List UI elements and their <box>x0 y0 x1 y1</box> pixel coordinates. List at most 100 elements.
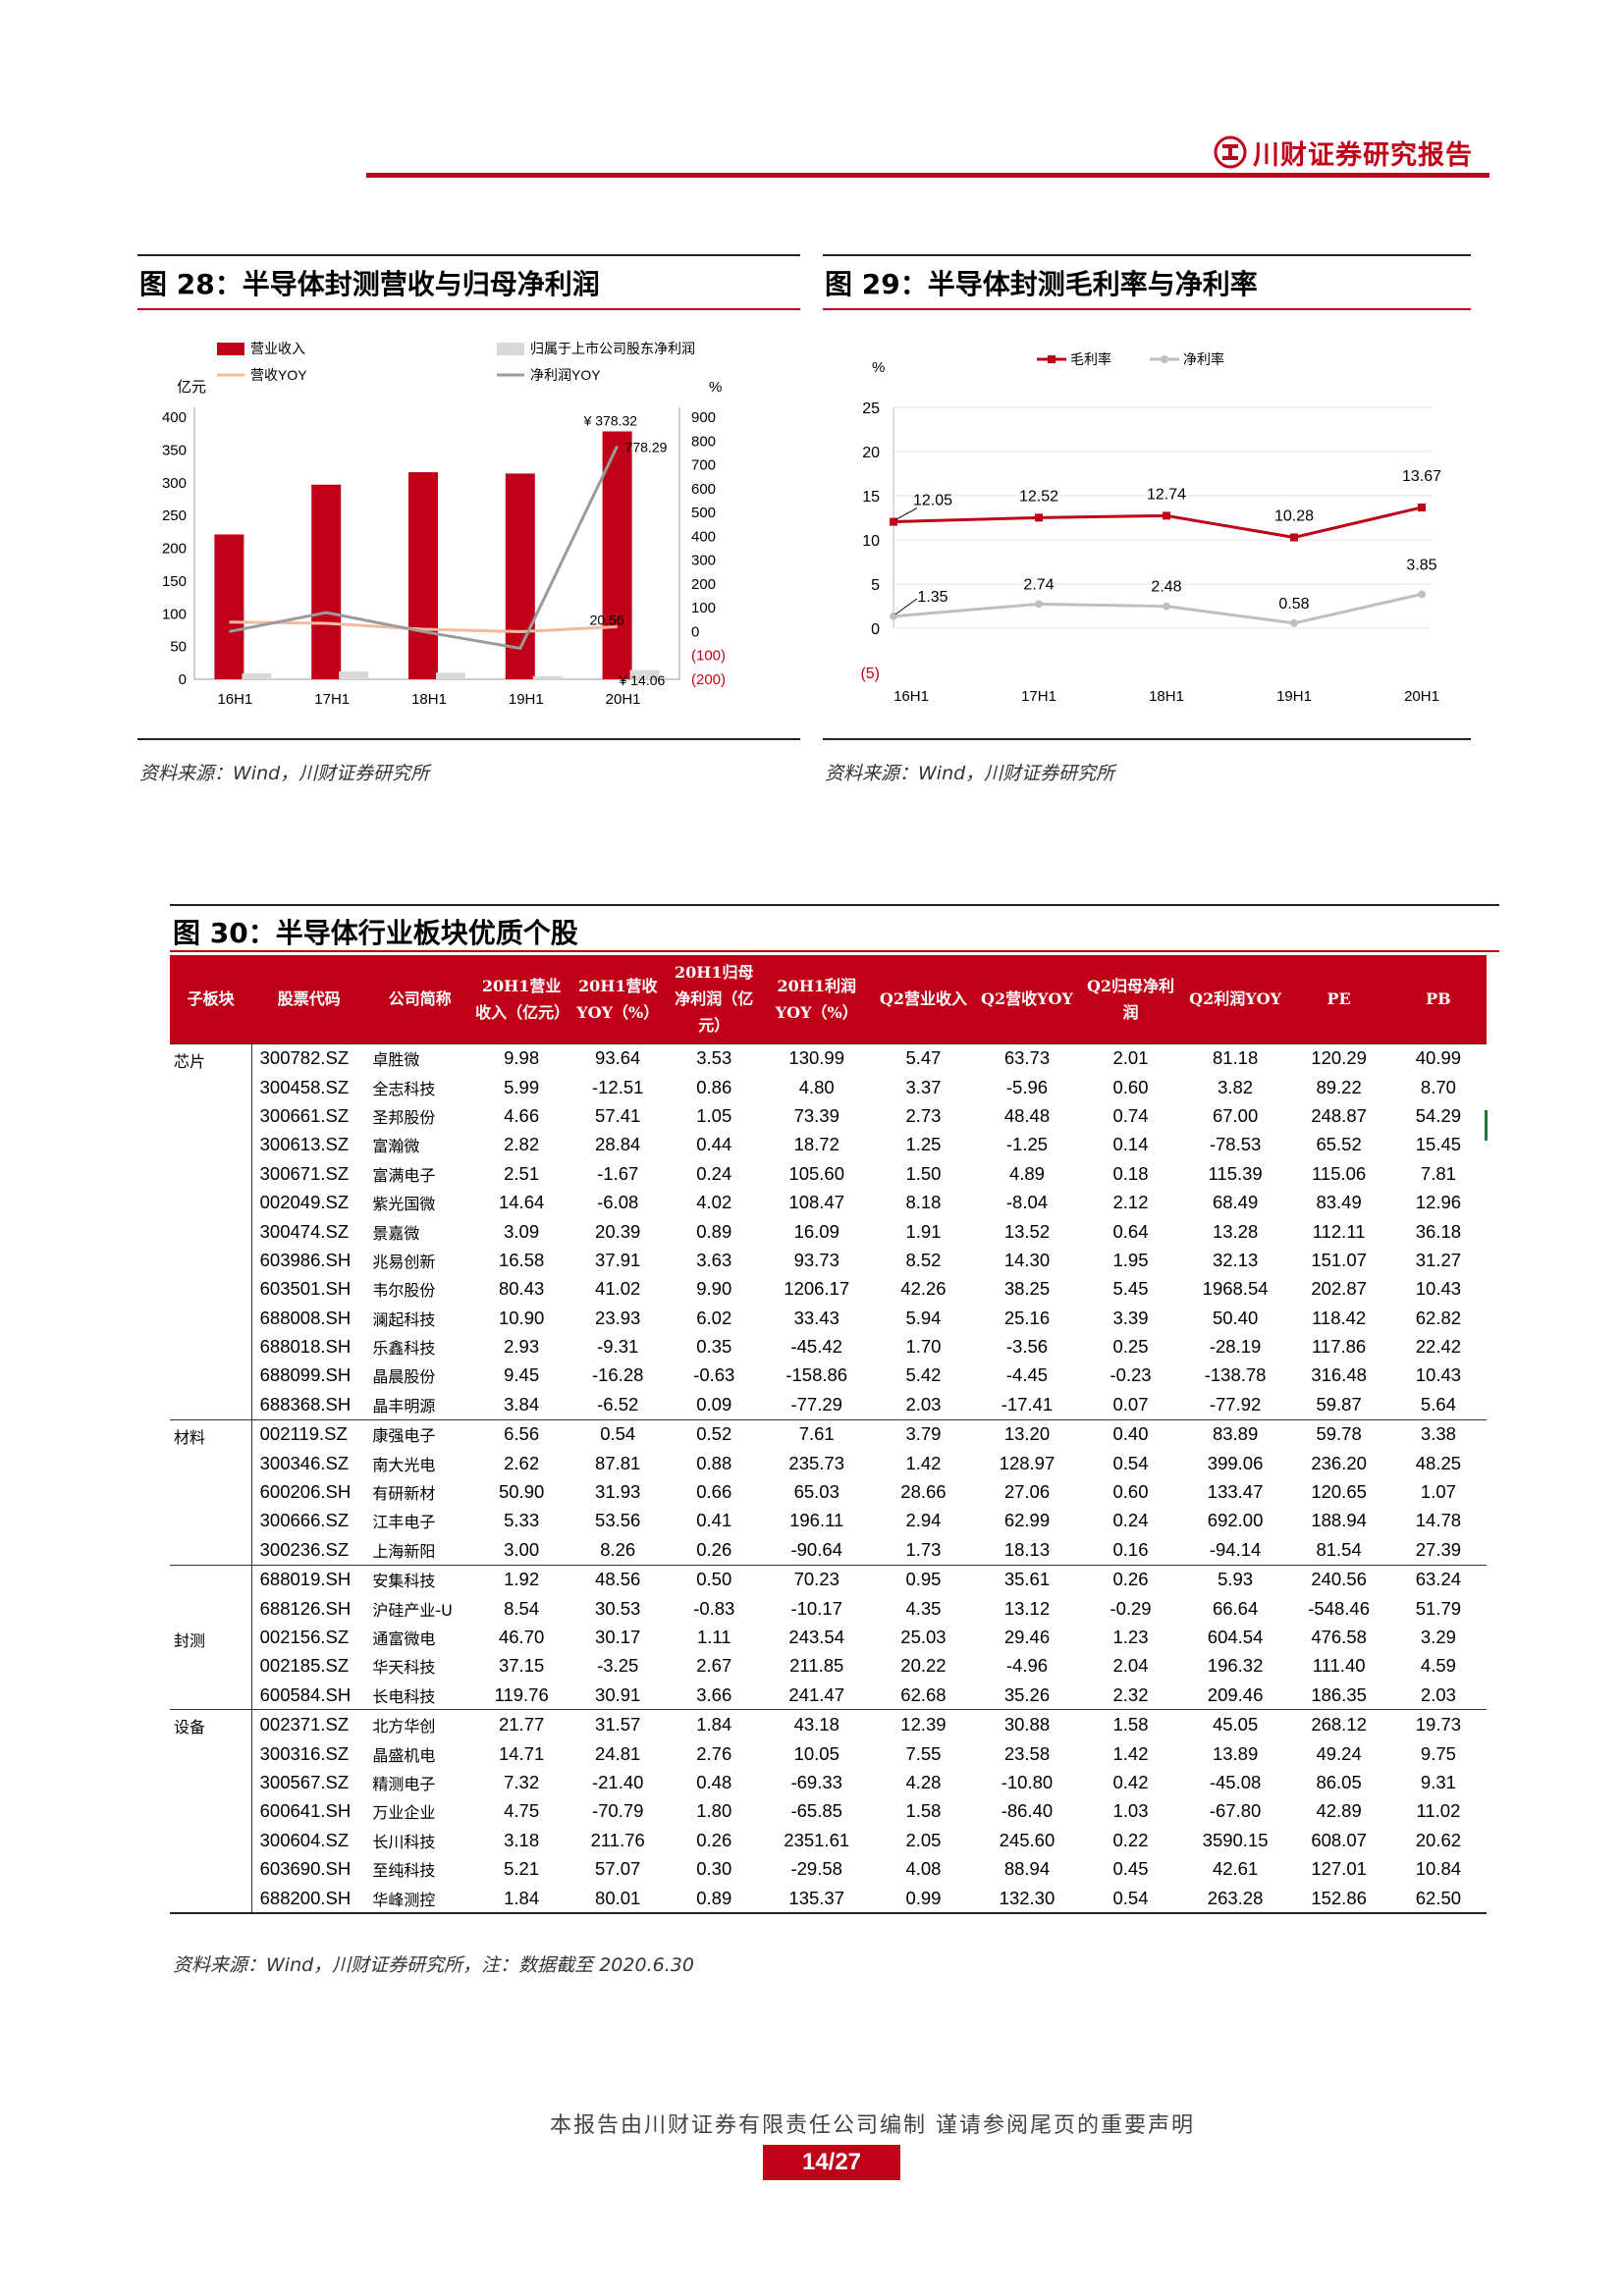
legend-label: 毛利率 <box>1070 351 1111 367</box>
y-tick-label: (5) <box>860 666 880 682</box>
value-cell: 0.40 <box>1078 1418 1183 1449</box>
value-cell: 8.18 <box>905 1192 942 1213</box>
value-cell: 10.84 <box>1415 1858 1462 1880</box>
value-cell: 152.86 <box>1287 1883 1390 1915</box>
value-cell: 20.39 <box>595 1220 641 1242</box>
net-profit-bar <box>532 675 563 679</box>
legend-label: 营收YOY <box>250 367 307 383</box>
table-header-cell: 公司简称 <box>366 955 474 1043</box>
value-cell: 87.81 <box>595 1452 641 1473</box>
value-cell: -77.29 <box>790 1393 842 1415</box>
table-row: 002185.SZ 华天科技 37.15 -3.25 2.67 211.85 20.22 -4… <box>170 1652 1487 1681</box>
value-cell: 0.60 <box>1112 1481 1149 1503</box>
value-cell: 59.78 <box>1287 1418 1390 1449</box>
stock-code-cell: 603690.SH <box>259 1858 352 1880</box>
value-cell: 48.48 <box>1003 1104 1051 1126</box>
value-cell: 1206.17 <box>784 1278 850 1300</box>
value-cell: -12.51 <box>591 1076 644 1097</box>
right-tick-label: 800 <box>691 433 716 450</box>
value-cell: 23.93 <box>595 1307 641 1328</box>
gross-margin-label: 12.05 <box>913 493 952 509</box>
value-cell: 10.43 <box>1415 1364 1462 1386</box>
company-name-cell: 紫光国微 <box>372 1195 436 1214</box>
right-tick-label: 600 <box>691 481 716 498</box>
net-margin-label: 0.58 <box>1278 596 1309 613</box>
value-cell: 1.70 <box>905 1336 942 1358</box>
right-tick-label: (200) <box>691 671 726 688</box>
value-cell: 245.60 <box>999 1829 1056 1850</box>
value-cell: -158.86 <box>785 1364 848 1386</box>
table-row: 300613.SZ 富瀚微 2.82 28.84 0.44 18.72 1.25 -1.25 0… <box>170 1131 1487 1159</box>
value-cell: -86.40 <box>1001 1800 1054 1822</box>
left-tick-label: 300 <box>162 475 187 492</box>
annotation-net-profit-20h1: ¥ 14.06 <box>619 672 666 688</box>
company-name-cell: 通富微电 <box>372 1629 436 1648</box>
annotation-revenue-yoy-20h1: 20.56 <box>590 612 624 627</box>
table-row: 688018.SH 乐鑫科技 2.93 -9.31 0.35 -45.42 1.70 -3.5… <box>170 1332 1487 1361</box>
table-row: 300458.SZ 全志科技 5.99 -12.51 0.86 4.80 3.37 -5.96… <box>170 1073 1487 1101</box>
value-cell: 108.47 <box>788 1192 845 1213</box>
value-cell: 14.30 <box>1003 1249 1051 1270</box>
value-cell: -548.46 <box>1308 1597 1370 1619</box>
company-name-cell: 华峰测控 <box>366 1883 474 1915</box>
table-row: 688008.SH 澜起科技 10.90 23.93 6.02 33.43 5.94 25.1… <box>170 1304 1487 1332</box>
value-cell: -4.96 <box>1005 1655 1049 1677</box>
company-name-cell: 南大光电 <box>372 1455 436 1474</box>
brand-logo-icon <box>1214 135 1247 169</box>
table-row: 300474.SZ 景嘉微 3.09 20.39 0.89 16.09 1.91 13.52 0… <box>170 1217 1487 1246</box>
stock-code-cell: 300604.SZ <box>259 1829 350 1850</box>
value-cell: 18.72 <box>793 1134 839 1155</box>
x-tick-label: 20H1 <box>1404 688 1439 705</box>
value-cell: 65.03 <box>793 1481 839 1503</box>
value-cell: 35.61 <box>975 1564 1079 1594</box>
table-row: 芯片 300782.SZ 卓胜微 9.98 93.64 3.53 130.99 5.47 63.… <box>170 1042 1487 1420</box>
table-header-cell: PB <box>1389 955 1487 1043</box>
company-name-cell: 有研新材 <box>372 1484 436 1504</box>
value-cell: 2.73 <box>905 1104 942 1126</box>
table-row: 600641.SH 万业企业 4.75 -70.79 1.80 -65.85 1.58 -86… <box>170 1797 1487 1826</box>
value-cell: 3590.15 <box>1202 1829 1269 1850</box>
value-cell: 8.26 <box>600 1538 636 1560</box>
company-name-cell: 长川科技 <box>372 1832 436 1851</box>
value-cell: 1.80 <box>696 1800 732 1822</box>
value-cell: 83.49 <box>1316 1192 1362 1213</box>
company-name-cell: 全志科技 <box>372 1079 436 1098</box>
value-cell: 13.20 <box>975 1418 1079 1449</box>
stock-code-cell: 688019.SH <box>251 1564 367 1594</box>
value-cell: 42.61 <box>1212 1858 1259 1880</box>
value-cell: 235.73 <box>788 1452 845 1473</box>
value-cell: 30.91 <box>595 1683 641 1705</box>
value-cell: 5.45 <box>1112 1278 1149 1300</box>
net-profit-bar <box>242 672 272 679</box>
value-cell: 2.12 <box>1112 1192 1149 1213</box>
value-cell: 10.05 <box>793 1742 839 1764</box>
value-cell: 0.48 <box>696 1771 732 1792</box>
value-cell: 1.03 <box>1112 1800 1149 1822</box>
value-cell: 16.09 <box>793 1220 839 1242</box>
value-cell: 0.99 <box>871 1883 976 1915</box>
table-row: 300316.SZ 晶盛机电 14.71 24.81 2.76 10.05 7.55 23.5… <box>170 1739 1487 1768</box>
value-cell: -138.78 <box>1204 1364 1267 1386</box>
value-cell: 1.25 <box>905 1134 942 1155</box>
table-header-cell: 20H1营业收入（亿元） <box>473 955 570 1043</box>
gross-margin-label: 10.28 <box>1274 507 1314 524</box>
value-cell: 0.41 <box>696 1510 732 1531</box>
legend-label: 归属于上市公司股东净利润 <box>530 341 695 356</box>
footer-disclaimer: 本报告由川财证券有限责任公司编制 谨请参阅尾页的重要声明 <box>550 2113 1195 2138</box>
value-cell: 3.84 <box>504 1393 540 1415</box>
value-cell: 135.37 <box>762 1883 872 1915</box>
gross-margin-marker <box>1418 503 1426 511</box>
value-cell: -0.83 <box>693 1597 735 1619</box>
x-tick-label: 18H1 <box>1149 688 1184 705</box>
value-cell: 1.84 <box>666 1709 763 1739</box>
legend-label: 营业收入 <box>250 341 305 356</box>
value-cell: 8.54 <box>504 1597 540 1619</box>
stock-code-cell: 300661.SZ <box>259 1104 350 1126</box>
right-tick-label: 0 <box>691 623 699 640</box>
value-cell: 3.18 <box>504 1829 540 1850</box>
table-header-cell: PE <box>1287 955 1390 1043</box>
value-cell: 68.49 <box>1212 1192 1259 1213</box>
value-cell: 11.02 <box>1416 1800 1461 1822</box>
value-cell: 15.45 <box>1415 1134 1462 1155</box>
value-cell: 25.03 <box>900 1627 947 1647</box>
